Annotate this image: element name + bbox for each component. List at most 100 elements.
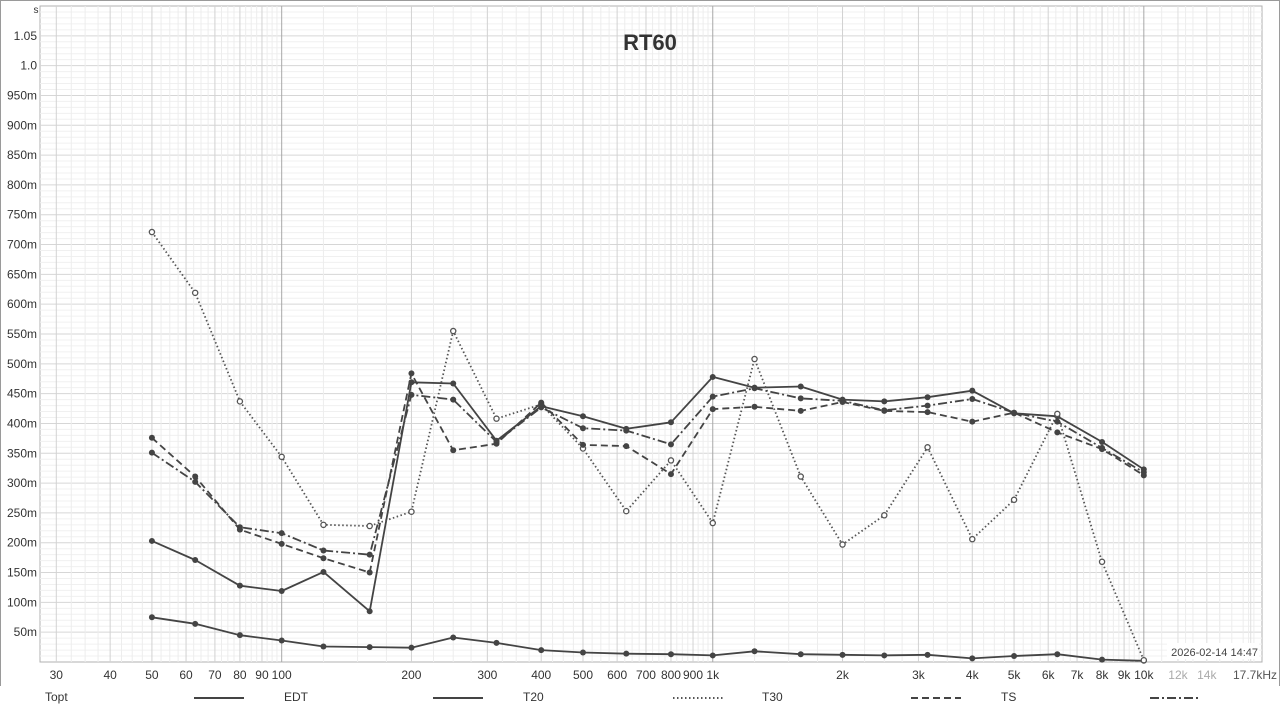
legend-swatch-topt	[194, 697, 244, 699]
rt60-chart: 50m 100m 150m 200m 250m 300m 350m 400m 450m 500m 5…	[0, 0, 1280, 686]
data-point-ts	[839, 397, 846, 404]
data-point-t30	[579, 441, 586, 448]
data-point-t20	[667, 457, 675, 464]
data-point-ts	[366, 551, 373, 558]
x-tick-label: 200	[401, 668, 421, 682]
data-point-t30	[450, 447, 457, 454]
data-point-edt	[924, 394, 931, 401]
data-point-topt	[1011, 653, 1018, 660]
series-line-edt	[151, 375, 1145, 613]
data-point-t20	[797, 473, 804, 480]
data-point-topt	[366, 644, 373, 651]
data-point-t30	[623, 443, 630, 450]
data-point-ts	[881, 407, 888, 414]
data-point-edt	[320, 568, 327, 575]
data-point-ts	[667, 441, 674, 448]
timestamp: 2026-02-14 14:47	[1171, 647, 1258, 659]
x-tick-label: 7k	[1071, 668, 1085, 682]
data-point-t20	[449, 327, 457, 335]
x-tick-label: 70	[208, 668, 222, 682]
series-line-ts	[151, 387, 1145, 556]
data-point-t30	[969, 418, 976, 425]
x-tick-label: 1k	[706, 668, 720, 682]
x-tick-label-faded: 17.7kHz	[1233, 668, 1277, 682]
data-point-ts	[623, 427, 630, 434]
y-tick-label: 200m	[7, 536, 37, 550]
data-point-t20	[148, 228, 156, 236]
x-tick-label: 9k	[1118, 668, 1132, 682]
data-point-t20	[881, 512, 888, 519]
data-point-t30	[366, 569, 373, 576]
data-point-t20	[1098, 558, 1106, 566]
data-point-topt	[450, 634, 457, 641]
data-point-topt	[839, 651, 846, 658]
x-tick-label-faded: 12k	[1168, 668, 1188, 682]
data-point-t20	[408, 508, 415, 515]
y-tick-label: 300m	[7, 476, 37, 490]
data-point-t30	[924, 409, 931, 416]
data-point-topt	[408, 644, 415, 651]
series-topt	[148, 614, 1147, 664]
data-point-topt	[1054, 651, 1061, 658]
legend-swatch-ts	[1150, 697, 1200, 699]
data-point-topt	[320, 643, 327, 650]
data-point-t30	[709, 406, 716, 413]
data-point-ts	[924, 402, 931, 409]
data-point-edt	[148, 537, 155, 544]
data-point-ts	[969, 396, 976, 403]
series-line-t20	[151, 231, 1145, 661]
data-point-edt	[1099, 438, 1106, 445]
legend-swatch-edt	[433, 697, 483, 699]
data-point-ts	[148, 449, 155, 456]
data-point-ts	[1054, 418, 1061, 425]
x-tick-label: 4k	[966, 668, 980, 682]
data-point-t20	[278, 453, 285, 461]
x-tick-label: 600	[607, 668, 627, 682]
data-point-topt	[192, 620, 199, 627]
x-tick-label: 100	[272, 668, 292, 682]
data-point-ts	[709, 393, 716, 400]
data-point-topt	[797, 651, 804, 658]
y-tick-label: 100m	[7, 595, 37, 609]
y-tick-label: 700m	[7, 238, 37, 252]
x-tick-label: 80	[233, 668, 247, 682]
data-point-topt	[924, 651, 931, 658]
y-tick-label: 650m	[7, 267, 37, 281]
data-point-t20	[191, 289, 199, 297]
y-tick-label: 600m	[7, 297, 37, 311]
y-tick-label: 450m	[7, 387, 37, 401]
data-point-ts	[493, 438, 500, 445]
data-point-ts	[236, 524, 243, 531]
x-tick-label-faded: 14k	[1197, 668, 1217, 682]
data-point-t20	[366, 522, 373, 530]
data-point-ts	[1099, 444, 1106, 451]
data-point-edt	[667, 419, 674, 426]
data-point-t30	[148, 434, 155, 441]
y-tick-label: 400m	[7, 416, 37, 430]
legend-label-t30: T30	[762, 690, 783, 704]
y-tick-label: 800m	[7, 178, 37, 192]
data-point-ts	[1140, 469, 1147, 476]
y-tick-label: 350m	[7, 446, 37, 460]
x-tick-label: 10k	[1134, 668, 1154, 682]
data-point-topt	[709, 652, 716, 659]
data-point-edt	[366, 608, 373, 615]
data-point-edt	[797, 383, 804, 390]
y-tick-label: 900m	[7, 118, 37, 132]
y-tick-label: 1.0	[20, 59, 37, 73]
x-tick-label: 900	[683, 668, 703, 682]
data-point-ts	[797, 395, 804, 402]
y-tick-label: 850m	[7, 148, 37, 162]
data-point-edt	[278, 588, 285, 595]
data-point-edt	[450, 380, 457, 387]
x-tick-label: 300	[477, 668, 497, 682]
data-point-t20	[1054, 410, 1061, 418]
y-tick-label: 250m	[7, 506, 37, 520]
x-tick-label: 8k	[1096, 668, 1110, 682]
data-point-t20	[236, 398, 244, 405]
data-point-t30	[797, 407, 804, 414]
data-point-topt	[579, 649, 586, 656]
data-point-topt	[881, 652, 888, 659]
data-point-t20	[1010, 496, 1018, 504]
y-tick-label: 950m	[7, 88, 37, 102]
